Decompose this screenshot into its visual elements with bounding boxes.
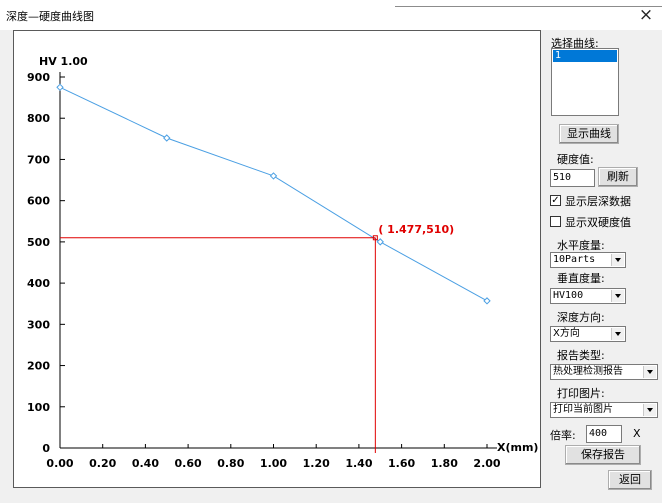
save-report-button[interactable]: 保存报告 (565, 445, 641, 465)
y-tick-label: 800 (27, 112, 50, 125)
x-tick-label: 1.00 (260, 457, 287, 470)
x-tick-label: 0.80 (217, 457, 244, 470)
curve-list-item-selected[interactable]: 1 (553, 50, 617, 62)
show-curve-button[interactable]: 显示曲线 (559, 124, 619, 144)
crosshair-marker (372, 235, 378, 241)
magnification-input[interactable]: 400 (586, 425, 622, 443)
report-type-label: 报告类型: (557, 349, 605, 362)
series-line (59, 86, 488, 302)
hardness-value-input[interactable]: 510 (550, 169, 595, 187)
magnification-label: 倍率: (550, 429, 576, 442)
x-tick-label: 1.40 (345, 457, 372, 470)
chevron-down-icon (643, 404, 656, 416)
data-point (376, 238, 384, 246)
chevron-down-icon (611, 254, 624, 266)
control-panel: 选择曲线: 1 显示曲线 硬度值: 510 刷新 ✓ 显示层深数据 显示双硬度值… (541, 30, 662, 503)
x-tick-label: 0.40 (132, 457, 159, 470)
back-button[interactable]: 返回 (608, 470, 652, 490)
title-bar: 深度—硬度曲线图 × (0, 0, 662, 30)
show-layer-depth-checkbox[interactable]: ✓ (550, 195, 561, 206)
refresh-button[interactable]: 刷新 (598, 167, 638, 187)
window-title: 深度—硬度曲线图 (6, 10, 94, 23)
chevron-down-icon (643, 366, 656, 378)
close-button[interactable]: × (638, 5, 654, 25)
y-tick-label: 0 (42, 442, 50, 455)
x-tick-label: 1.20 (303, 457, 330, 470)
x-tick-label: 0.20 (89, 457, 116, 470)
y-tick-label: 600 (27, 195, 50, 208)
y-tick-label: 900 (27, 71, 50, 84)
x-tick-label: 1.60 (388, 457, 415, 470)
y-tick-label: 200 (27, 360, 50, 373)
depth-direction-select[interactable]: X方向 (550, 326, 626, 342)
title-divider (395, 6, 662, 7)
y-tick-label: 700 (27, 153, 50, 166)
show-double-hardness-checkbox[interactable] (550, 216, 561, 227)
crosshair-label: ( 1.477,510) (378, 223, 454, 236)
x-tick-label: 2.00 (473, 457, 500, 470)
y-tick-label: 300 (27, 318, 50, 331)
select-curve-label: 选择曲线: (551, 37, 599, 50)
curve-listbox[interactable]: 1 (551, 48, 619, 116)
x-axis-unit-label: X(mm) (497, 441, 538, 454)
y-tick-label: 400 (27, 277, 50, 290)
data-point (163, 134, 171, 142)
x-tick-label: 0.60 (175, 457, 202, 470)
hardness-label: 硬度值: (557, 153, 594, 166)
horizontal-scale-label: 水平度量: (557, 239, 605, 252)
chart-svg: 0.00 0.20 0.40 0.60 0.80 1.00 1.20 1.40 1.60 1.80… (27, 55, 538, 470)
chevron-down-icon (611, 290, 624, 302)
show-double-hardness-label: 显示双硬度值 (565, 216, 631, 229)
vertical-scale-select[interactable]: HV100 (550, 288, 626, 304)
show-layer-depth-label: 显示层深数据 (565, 195, 631, 208)
data-point (483, 297, 491, 305)
data-point (269, 172, 278, 180)
chevron-down-icon (611, 328, 624, 340)
x-tick-label: 0.00 (46, 457, 73, 470)
data-point (56, 83, 64, 92)
report-type-select[interactable]: 热处理检测报告 (550, 364, 658, 380)
y-tick-label: 100 (27, 401, 50, 414)
print-image-label: 打印图片: (557, 387, 605, 400)
horizontal-scale-select[interactable]: 10Parts (550, 252, 626, 268)
hardness-depth-chart: 0.00 0.20 0.40 0.60 0.80 1.00 1.20 1.40 1.60 1.80… (13, 30, 541, 488)
depth-direction-label: 深度方向: (557, 311, 605, 324)
y-tick-label: 500 (27, 236, 50, 249)
print-image-select[interactable]: 打印当前图片 (550, 402, 658, 418)
vertical-scale-label: 垂直度量: (557, 272, 605, 285)
y-axis-unit-label: HV 1.00 (39, 55, 88, 68)
magnification-unit: X (633, 427, 641, 440)
x-tick-label: 1.80 (431, 457, 458, 470)
